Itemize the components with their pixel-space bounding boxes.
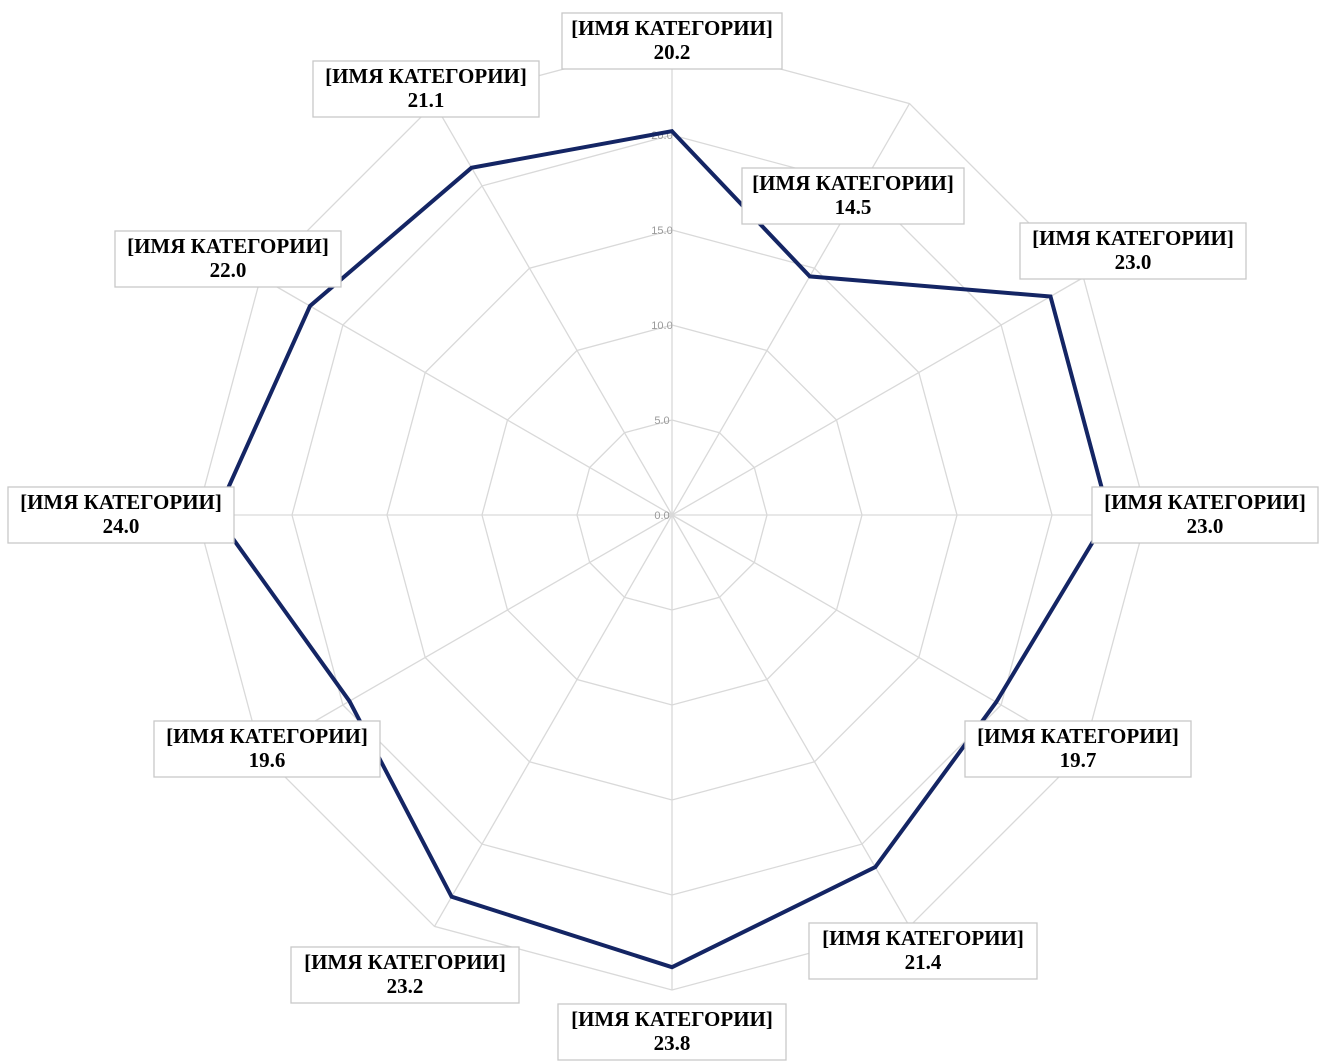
value-label: 23.0 [1115, 250, 1152, 274]
category-label: [ИМЯ КАТЕГОРИИ] [752, 171, 954, 195]
grid-spoke [671, 514, 1084, 754]
data-label: [ИМЯ КАТЕГОРИИ]24.0 [7, 486, 235, 544]
category-label: [ИМЯ КАТЕГОРИИ] [977, 724, 1179, 748]
category-label: [ИМЯ КАТЕГОРИИ] [1104, 490, 1306, 514]
grid-spoke [260, 514, 673, 754]
data-label-box [290, 946, 520, 1004]
grid-spoke [433, 514, 673, 927]
value-label: 14.5 [835, 195, 872, 219]
data-label-box [312, 60, 540, 118]
data-label-box [153, 720, 381, 778]
data-label-box [1019, 222, 1247, 280]
category-label: [ИМЯ КАТЕГОРИИ] [166, 724, 368, 748]
category-label: [ИМЯ КАТЕГОРИИ] [822, 926, 1024, 950]
data-label: [ИМЯ КАТЕГОРИИ]23.0 [1019, 222, 1247, 280]
value-label: 23.8 [654, 1031, 691, 1055]
category-label: [ИМЯ КАТЕГОРИИ] [571, 16, 773, 40]
category-label: [ИМЯ КАТЕГОРИИ] [325, 64, 527, 88]
category-label: [ИМЯ КАТЕГОРИИ] [20, 490, 222, 514]
data-label: [ИМЯ КАТЕГОРИИ]23.8 [557, 1003, 787, 1061]
tick-label: 0.0 [654, 510, 669, 522]
value-label: 23.2 [387, 974, 424, 998]
radar-grid [196, 39, 1148, 991]
data-label: [ИМЯ КАТЕГОРИИ]20.2 [561, 12, 783, 70]
value-label: 19.7 [1060, 748, 1097, 772]
data-label-box [561, 12, 783, 70]
data-label: [ИМЯ КАТЕГОРИИ]14.5 [741, 167, 965, 225]
data-label-box [7, 486, 235, 544]
value-label: 20.2 [654, 40, 691, 64]
category-label: [ИМЯ КАТЕГОРИИ] [571, 1007, 773, 1031]
tick-label: 10.0 [651, 320, 672, 332]
grid-spoke [671, 514, 911, 927]
value-label: 22.0 [210, 258, 247, 282]
data-label-box [964, 720, 1192, 778]
value-label: 23.0 [1187, 514, 1224, 538]
value-label: 21.4 [905, 950, 942, 974]
data-labels: [ИМЯ КАТЕГОРИИ]20.2[ИМЯ КАТЕГОРИИ]14.5[И… [7, 12, 1319, 1061]
grid-spoke [433, 103, 673, 516]
data-label: [ИМЯ КАТЕГОРИИ]23.0 [1091, 486, 1319, 544]
grid-spoke [671, 103, 911, 516]
data-label-box [808, 922, 1038, 980]
radial-tick-labels: 0.05.010.015.020.025.0 [651, 35, 672, 522]
value-label: 24.0 [103, 514, 140, 538]
data-label-box [741, 167, 965, 225]
data-label: [ИМЯ КАТЕГОРИИ]23.2 [290, 946, 520, 1004]
data-label: [ИМЯ КАТЕГОРИИ]21.4 [808, 922, 1038, 980]
data-label-box [557, 1003, 787, 1061]
grid-spoke [260, 276, 673, 516]
grid-spoke [671, 276, 1084, 516]
data-label: [ИМЯ КАТЕГОРИИ]19.6 [153, 720, 381, 778]
data-label-box [114, 230, 342, 288]
data-label: [ИМЯ КАТЕГОРИИ]21.1 [312, 60, 540, 118]
tick-label: 15.0 [651, 225, 672, 237]
data-label: [ИМЯ КАТЕГОРИИ]19.7 [964, 720, 1192, 778]
data-label-box [1091, 486, 1319, 544]
value-label: 21.1 [408, 88, 445, 112]
data-label: [ИМЯ КАТЕГОРИИ]22.0 [114, 230, 342, 288]
category-label: [ИМЯ КАТЕГОРИИ] [127, 234, 329, 258]
tick-label: 5.0 [654, 415, 669, 427]
category-label: [ИМЯ КАТЕГОРИИ] [1032, 226, 1234, 250]
value-label: 19.6 [249, 748, 286, 772]
category-label: [ИМЯ КАТЕГОРИИ] [304, 950, 506, 974]
